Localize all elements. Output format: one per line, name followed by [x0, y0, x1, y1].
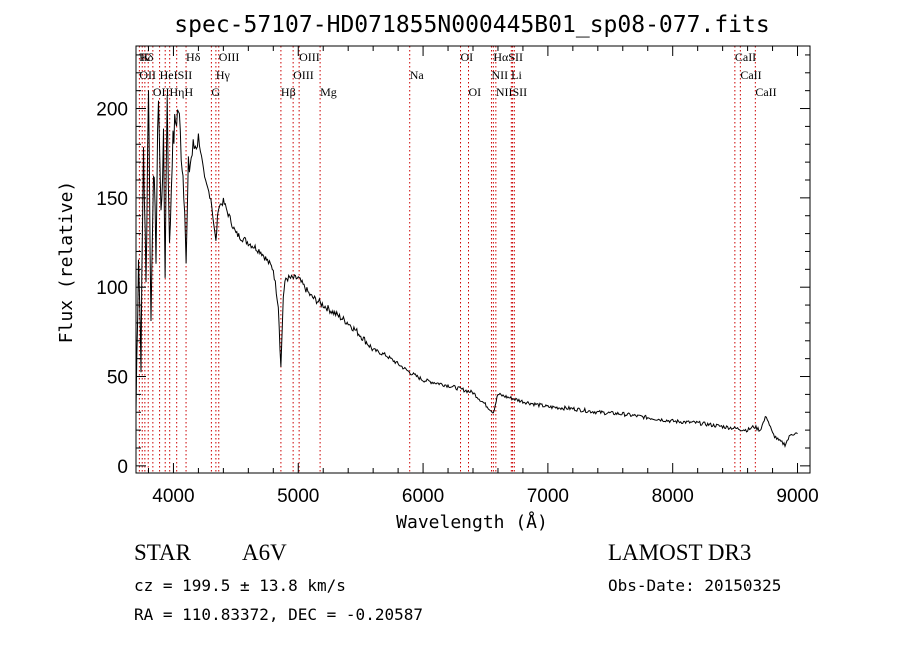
- spectral-line-label: HαSII: [493, 50, 523, 64]
- spectral-line-label: CaII: [755, 85, 776, 99]
- spectral-line-label: OIII: [293, 68, 314, 82]
- spectral-line-label: CaII: [735, 50, 756, 64]
- y-tick-label: 50: [107, 368, 128, 389]
- spectral-line-label: Hβ: [281, 85, 296, 99]
- x-axis-label: Wavelength (Å): [396, 511, 548, 533]
- y-tick-label: 200: [96, 100, 128, 121]
- spectral-line-label: Mg: [320, 85, 337, 99]
- spectral-line-label: NIISII: [496, 85, 527, 99]
- spectral-line-label: OI: [469, 85, 482, 99]
- y-tick-label: 100: [96, 278, 128, 299]
- obs-date: Obs-Date: 20150325: [608, 576, 782, 595]
- spectral-line-label: G: [211, 85, 220, 99]
- spectral-line-label: OIIHηH: [153, 85, 194, 99]
- spectral-line-label: Hγ: [216, 68, 231, 82]
- x-tick-label: 5000: [277, 486, 319, 507]
- spectral-line-label: CaII: [740, 68, 761, 82]
- spectral-line-label: K: [141, 50, 150, 64]
- x-tick-label: 6000: [402, 486, 444, 507]
- y-axis-ticks: 0 50 100 150 200: [96, 54, 810, 478]
- x-axis-ticks: 4000 5000 6000 7000 8000 9000: [147, 46, 819, 507]
- y-axis-label: Flux (relative): [56, 181, 77, 344]
- line-markers: [138, 46, 756, 473]
- chart-title: spec-57107-HD071855N000445B01_sp08-077.f…: [174, 12, 769, 38]
- spectrum-line: [135, 90, 798, 448]
- survey-name: LAMOST DR3: [608, 540, 752, 565]
- redshift-cz: cz = 199.5 ± 13.8 km/s: [134, 576, 346, 595]
- y-tick-label: 150: [96, 189, 128, 210]
- spectral-line-label: OII: [139, 68, 156, 82]
- spectral-line-label: Hδ: [139, 50, 154, 64]
- spectral-line-label: NII Li: [491, 68, 522, 82]
- object-type: STAR: [134, 540, 191, 565]
- y-tick-label: 0: [117, 457, 128, 478]
- subclass: A6V: [242, 540, 287, 565]
- spectral-line-label: Hδ: [186, 50, 201, 64]
- plot-frame: [135, 45, 811, 474]
- x-tick-label: 4000: [152, 486, 194, 507]
- spectral-line-label: Na: [410, 68, 425, 82]
- spectral-line-label: HeISII: [160, 68, 193, 82]
- ra-dec: RA = 110.83372, DEC = -0.20587: [134, 605, 423, 624]
- spectral-line-label: OI: [461, 50, 474, 64]
- x-tick-label: 7000: [527, 486, 569, 507]
- spectral-line-label: OIII: [299, 50, 320, 64]
- x-tick-label: 9000: [776, 486, 818, 507]
- x-tick-label: 8000: [652, 486, 694, 507]
- spectral-line-label: OIII: [219, 50, 240, 64]
